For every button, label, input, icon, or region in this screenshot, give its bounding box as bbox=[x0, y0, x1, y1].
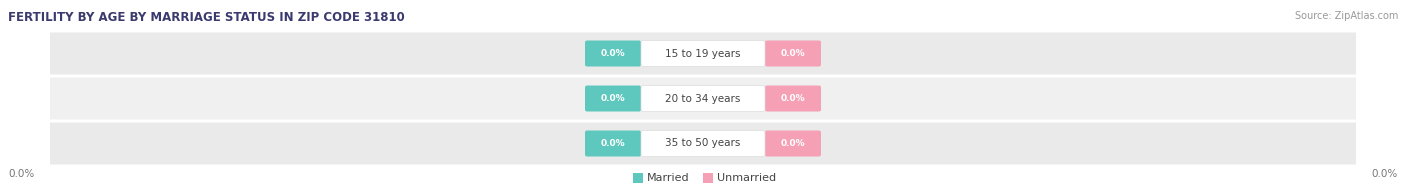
Text: 0.0%: 0.0% bbox=[1372, 169, 1398, 179]
Text: 0.0%: 0.0% bbox=[600, 139, 626, 148]
FancyBboxPatch shape bbox=[51, 77, 1355, 120]
Text: 0.0%: 0.0% bbox=[780, 139, 806, 148]
Text: Married: Married bbox=[647, 173, 689, 183]
Text: 0.0%: 0.0% bbox=[780, 94, 806, 103]
FancyBboxPatch shape bbox=[703, 173, 713, 183]
Text: Unmarried: Unmarried bbox=[717, 173, 776, 183]
Text: 0.0%: 0.0% bbox=[600, 49, 626, 58]
Text: 20 to 34 years: 20 to 34 years bbox=[665, 93, 741, 103]
Text: 15 to 19 years: 15 to 19 years bbox=[665, 48, 741, 58]
FancyBboxPatch shape bbox=[585, 85, 641, 112]
Text: 0.0%: 0.0% bbox=[780, 49, 806, 58]
Text: Source: ZipAtlas.com: Source: ZipAtlas.com bbox=[1295, 11, 1398, 21]
FancyBboxPatch shape bbox=[585, 41, 641, 66]
FancyBboxPatch shape bbox=[633, 173, 643, 183]
Text: 0.0%: 0.0% bbox=[8, 169, 34, 179]
FancyBboxPatch shape bbox=[641, 131, 765, 156]
FancyBboxPatch shape bbox=[51, 33, 1355, 74]
FancyBboxPatch shape bbox=[641, 41, 765, 66]
FancyBboxPatch shape bbox=[51, 122, 1355, 164]
Text: 35 to 50 years: 35 to 50 years bbox=[665, 139, 741, 149]
FancyBboxPatch shape bbox=[765, 131, 821, 156]
FancyBboxPatch shape bbox=[765, 85, 821, 112]
Text: 0.0%: 0.0% bbox=[600, 94, 626, 103]
FancyBboxPatch shape bbox=[641, 85, 765, 112]
FancyBboxPatch shape bbox=[585, 131, 641, 156]
FancyBboxPatch shape bbox=[765, 41, 821, 66]
Text: FERTILITY BY AGE BY MARRIAGE STATUS IN ZIP CODE 31810: FERTILITY BY AGE BY MARRIAGE STATUS IN Z… bbox=[8, 11, 405, 24]
